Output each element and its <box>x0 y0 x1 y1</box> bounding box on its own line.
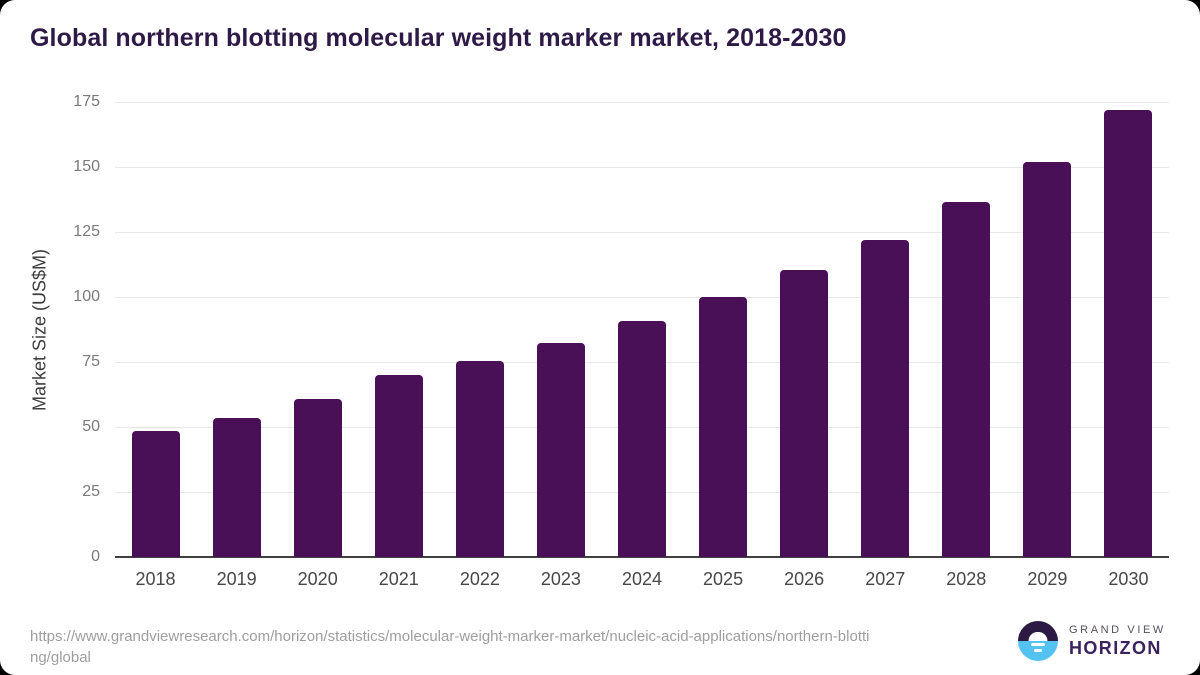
brand-name-top: GRAND VIEW <box>1069 623 1166 636</box>
x-axis-tick-label: 2021 <box>378 569 419 589</box>
x-axis-tick-label: 2025 <box>703 569 744 589</box>
y-axis-title: Market Size (US$M) <box>29 248 50 412</box>
gridline <box>115 102 1169 103</box>
y-axis-tick-label: 75 <box>82 353 100 370</box>
reflection-dash-icon <box>1031 643 1045 646</box>
chart-title: Global northern blotting molecular weigh… <box>30 24 847 52</box>
bar-2029 <box>1023 162 1072 557</box>
bar-2028 <box>942 202 991 557</box>
x-axis-tick-label: 2024 <box>621 569 663 589</box>
reflection-dash-icon <box>1034 649 1042 652</box>
x-axis-tick-label: 2023 <box>540 569 581 589</box>
y-axis-tick-label: 50 <box>82 418 100 435</box>
bar-2023 <box>536 342 585 557</box>
source-url-line-1: https://www.grandviewresearch.com/horizo… <box>30 628 870 645</box>
bar-2022 <box>455 360 504 557</box>
bar-2019 <box>212 417 261 557</box>
gridline <box>115 232 1169 233</box>
brand-name-bottom: HORIZON <box>1069 637 1162 658</box>
bar-2024 <box>618 320 666 557</box>
brand-logo-text: GRAND VIEW HORIZON <box>1069 624 1166 659</box>
x-axis-tick-label: 2018 <box>135 569 176 589</box>
brand-logo: GRAND VIEW HORIZON <box>1018 621 1166 661</box>
bar-2026 <box>780 270 829 557</box>
bar-2025 <box>699 297 748 557</box>
bar-2018 <box>131 430 180 557</box>
y-axis-tick-label: 150 <box>73 158 100 175</box>
y-axis-tick-label: 100 <box>73 288 100 305</box>
x-axis-tick-label: 2029 <box>1027 569 1068 589</box>
bar-2020 <box>293 399 342 557</box>
x-axis-tick-label: 2028 <box>946 569 987 589</box>
x-axis-tick-label: 2027 <box>865 569 906 589</box>
x-axis-tick-label: 2020 <box>297 569 338 589</box>
bar-2027 <box>861 239 910 557</box>
gridline <box>115 167 1169 168</box>
source-url-line-2: ng/global <box>30 649 91 666</box>
source-url: https://www.grandviewresearch.com/horizo… <box>30 626 870 668</box>
x-axis-line <box>115 556 1169 558</box>
x-axis-tick-label: 2022 <box>459 569 500 589</box>
x-axis-tick-label: 2030 <box>1108 569 1149 589</box>
sun-icon <box>1028 632 1048 641</box>
y-axis-tick-label: 0 <box>91 548 100 565</box>
grand-view-horizon-logo-icon <box>1018 621 1058 661</box>
gridline <box>115 297 1169 298</box>
y-axis-tick-label: 125 <box>73 223 100 240</box>
y-axis-tick-label: 25 <box>82 483 100 500</box>
bar-2030 <box>1104 110 1153 557</box>
y-axis-tick-label: 175 <box>73 93 100 110</box>
bar-2021 <box>374 375 423 557</box>
x-axis-tick-label: 2019 <box>216 569 257 589</box>
x-axis-tick-label: 2026 <box>784 569 825 589</box>
